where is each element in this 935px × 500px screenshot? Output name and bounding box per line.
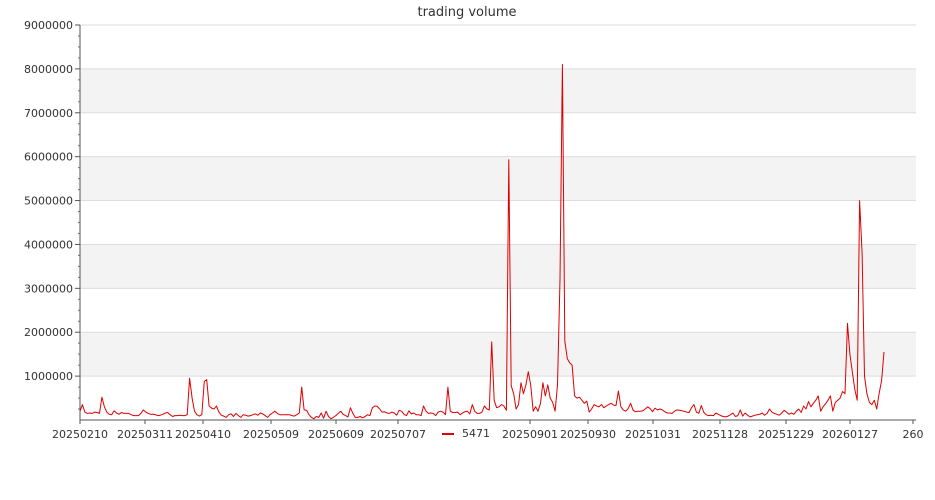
y-tick-label: 2000000 <box>24 326 73 339</box>
x-tick-label: 20251229 <box>758 428 814 441</box>
grid-band <box>80 68 916 113</box>
y-tick-label: 5000000 <box>24 195 73 208</box>
grid-bands <box>80 68 916 377</box>
x-tick-label: 20250210 <box>52 428 108 441</box>
y-tick-label: 6000000 <box>24 151 73 164</box>
grid-band <box>80 244 916 289</box>
grid-band <box>80 156 916 201</box>
series-layer <box>79 64 885 420</box>
y-tick-label: 8000000 <box>24 63 73 76</box>
y-tick-label: 3000000 <box>24 282 73 295</box>
chart-title: trading volume <box>417 5 516 20</box>
x-tick-label: 20250707 <box>370 428 426 441</box>
y-tick-label: 9000000 <box>24 19 73 32</box>
y-axis-ticks: 1000000 2000000 3000000 4000000 5000000 60000… <box>24 19 80 410</box>
y-tick-label: 4000000 <box>24 238 73 251</box>
x-tick-label: 20250410 <box>175 428 231 441</box>
x-tick-label: 20260127 <box>822 428 878 441</box>
x-tick-label: 20250930 <box>560 428 616 441</box>
legend[interactable]: 5471 <box>442 427 490 440</box>
x-tick-label: 260 <box>903 428 924 441</box>
x-tick-label: 20251128 <box>692 428 748 441</box>
x-tick-label: 20251031 <box>625 428 681 441</box>
x-axis-ticks: 20250210 20250311 20250410 20250509 20250609… <box>52 420 924 441</box>
x-tick-label: 20250901 <box>502 428 558 441</box>
gridlines <box>80 24 916 377</box>
x-tick-label: 20250311 <box>117 428 173 441</box>
y-tick-label: 7000000 <box>24 107 73 120</box>
legend-label-5471: 5471 <box>462 427 490 440</box>
y-tick-label: 1000000 <box>24 370 73 383</box>
grid-band <box>80 332 916 377</box>
x-tick-label: 20250609 <box>308 428 364 441</box>
x-tick-label: 20250509 <box>243 428 299 441</box>
series-line-5471 <box>79 64 885 420</box>
